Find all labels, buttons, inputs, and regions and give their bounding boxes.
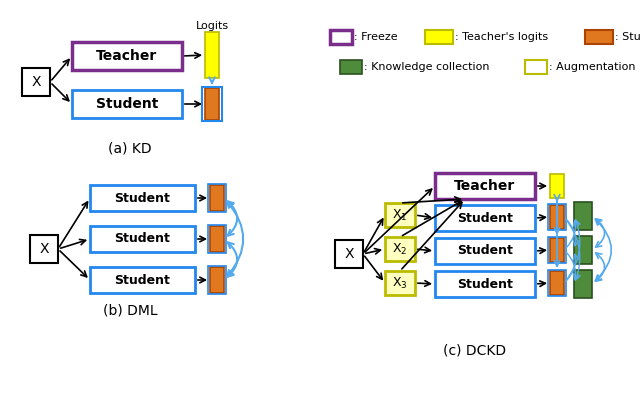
Text: Student: Student xyxy=(115,233,170,246)
Text: X: X xyxy=(31,75,41,89)
Bar xyxy=(385,271,415,295)
Bar xyxy=(550,238,564,262)
Text: : Teacher's logits: : Teacher's logits xyxy=(455,32,548,42)
Bar xyxy=(548,204,566,230)
Bar xyxy=(574,270,592,298)
Bar xyxy=(202,87,222,121)
Bar xyxy=(210,185,224,211)
Bar xyxy=(208,225,226,253)
Bar xyxy=(205,32,219,78)
Bar xyxy=(425,30,453,44)
Text: X: X xyxy=(39,242,49,256)
Bar xyxy=(22,68,50,96)
Bar xyxy=(550,174,564,198)
Bar xyxy=(385,203,415,227)
Text: (a) KD: (a) KD xyxy=(108,141,152,155)
Text: X$_3$: X$_3$ xyxy=(392,275,408,290)
Bar xyxy=(72,42,182,70)
Text: Student: Student xyxy=(115,274,170,286)
Bar xyxy=(548,270,566,296)
Bar xyxy=(90,267,195,293)
Text: (c) DCKD: (c) DCKD xyxy=(444,343,507,357)
Bar xyxy=(435,173,535,199)
Text: : Freeze: : Freeze xyxy=(354,32,397,42)
Text: Student: Student xyxy=(96,97,158,111)
Bar xyxy=(585,30,613,44)
Bar xyxy=(208,266,226,294)
Bar xyxy=(550,205,564,229)
Text: Teacher: Teacher xyxy=(454,179,516,193)
Text: X$_1$: X$_1$ xyxy=(392,208,408,222)
Bar xyxy=(72,90,182,118)
Text: Student: Student xyxy=(457,211,513,224)
Bar xyxy=(90,185,195,211)
Bar xyxy=(90,226,195,252)
Text: (b) DML: (b) DML xyxy=(102,303,157,317)
Text: X$_2$: X$_2$ xyxy=(392,241,408,257)
Bar xyxy=(574,202,592,230)
Bar xyxy=(435,271,535,297)
Bar xyxy=(335,240,363,268)
Bar xyxy=(210,267,224,293)
Bar xyxy=(208,184,226,212)
Text: Student: Student xyxy=(457,244,513,257)
Text: : Augmentation: : Augmentation xyxy=(549,62,636,72)
Bar xyxy=(548,237,566,263)
Bar xyxy=(340,60,362,74)
Bar xyxy=(435,205,535,231)
Text: Teacher: Teacher xyxy=(97,49,157,63)
Bar xyxy=(385,237,415,261)
Text: : Knowledge collection: : Knowledge collection xyxy=(364,62,490,72)
Bar xyxy=(435,238,535,264)
Bar xyxy=(330,30,352,44)
Text: Student: Student xyxy=(115,191,170,204)
Text: : Student's logits: : Student's logits xyxy=(615,32,640,42)
Bar xyxy=(30,235,58,263)
Bar xyxy=(205,88,219,120)
Bar xyxy=(210,226,224,252)
Bar xyxy=(550,271,564,295)
Text: X: X xyxy=(344,247,354,261)
Text: Student: Student xyxy=(457,277,513,290)
Text: Logits: Logits xyxy=(195,21,228,31)
Bar xyxy=(525,60,547,74)
Bar xyxy=(574,236,592,264)
